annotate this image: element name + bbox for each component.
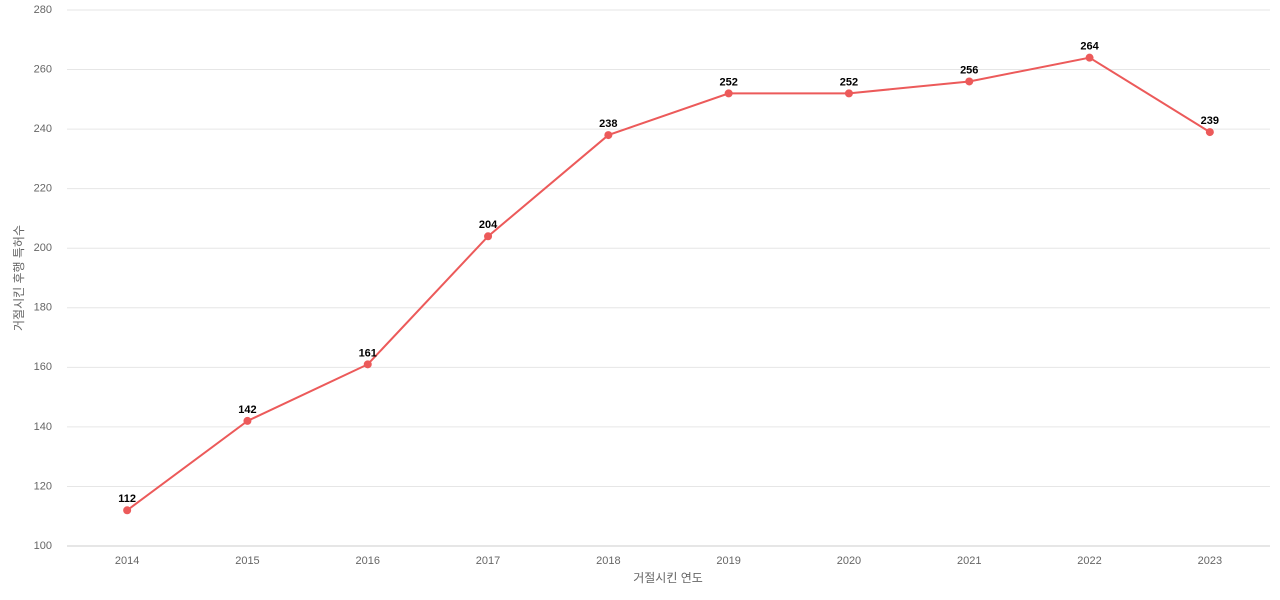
point [1205, 128, 1214, 137]
point [1085, 53, 1094, 62]
value-label: 204 [479, 219, 498, 231]
x-tick-label: 2016 [356, 555, 380, 567]
y-tick-label: 240 [34, 123, 52, 135]
point [604, 131, 613, 140]
point [844, 89, 853, 98]
y-tick-label: 100 [34, 540, 52, 552]
value-label: 142 [238, 404, 256, 416]
value-label: 252 [719, 76, 737, 88]
value-label: 252 [840, 76, 858, 88]
x-tick-label: 2017 [476, 555, 500, 567]
value-label: 161 [359, 347, 377, 359]
y-tick-label: 140 [34, 421, 52, 433]
x-tick-label: 2021 [957, 555, 981, 567]
y-axis-label: 거절시킨 후행 특허수 [11, 225, 26, 331]
y-tick-label: 160 [34, 361, 52, 373]
point [724, 89, 733, 98]
x-tick-label: 2023 [1198, 555, 1222, 567]
y-tick-label: 200 [34, 242, 52, 254]
x-tick-label: 2015 [235, 555, 259, 567]
line [126, 56, 1211, 512]
x-tick-label: 2020 [837, 555, 861, 567]
y-tick-label: 280 [34, 4, 52, 16]
x-tick-label: 2018 [596, 555, 620, 567]
y-tick-label: 180 [34, 302, 52, 314]
x-tick-label: 2022 [1077, 555, 1101, 567]
point [363, 360, 372, 369]
y-tick-label: 120 [34, 480, 52, 492]
point [243, 416, 252, 425]
value-label: 264 [1080, 41, 1099, 53]
point [484, 232, 493, 241]
point [965, 77, 974, 86]
x-tick-label: 2019 [716, 555, 740, 567]
y-tick-label: 220 [34, 183, 52, 195]
value-label: 239 [1201, 115, 1219, 127]
point [123, 506, 132, 515]
x-axis-label: 거절시킨 연도 [633, 571, 703, 585]
x-tick-label: 2014 [115, 555, 139, 567]
y-tick-label: 260 [34, 63, 52, 75]
value-label: 112 [118, 493, 136, 505]
value-label: 238 [599, 118, 617, 130]
value-label: 256 [960, 64, 978, 76]
